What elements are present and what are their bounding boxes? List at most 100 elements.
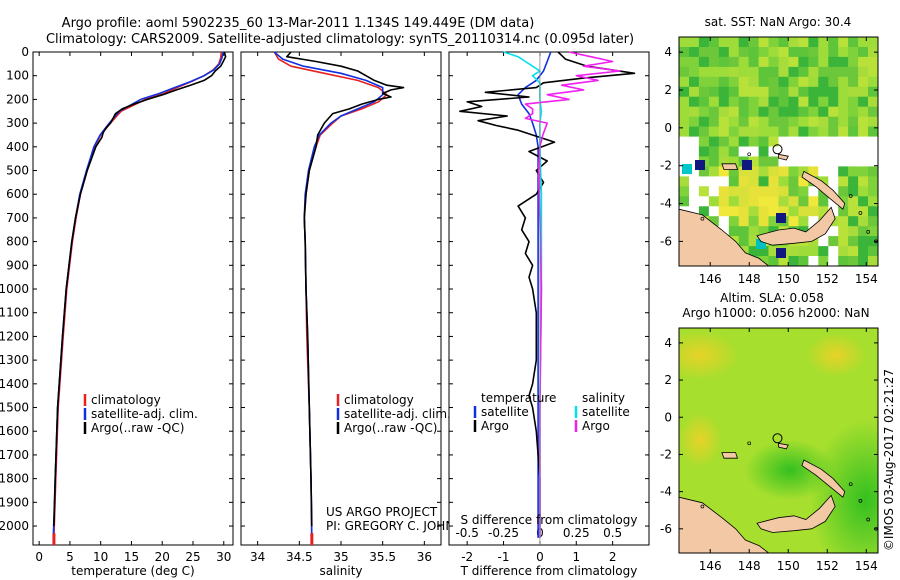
x-tick-label: 35	[333, 550, 348, 564]
sst-pixel	[728, 47, 740, 58]
sst-pixel	[778, 256, 789, 267]
sla-low-blob	[745, 440, 835, 500]
sst-pixel	[838, 166, 849, 177]
t-difference-label: T difference from climatology	[460, 564, 638, 578]
sst-pixel	[778, 166, 789, 177]
sst-pixel	[748, 47, 759, 58]
sst-pixel	[838, 136, 849, 148]
map-y-tick-label: -6	[660, 234, 672, 248]
map-y-tick-label: 2	[664, 373, 672, 387]
sst-pixel	[689, 37, 700, 48]
project-credit: US ARGO PROJECT	[326, 505, 438, 519]
sst-pixel	[828, 146, 839, 157]
sst-pixel	[868, 196, 879, 207]
sst-pixel	[848, 196, 859, 207]
sst-pixel	[708, 196, 720, 207]
legend-label: satellite-adj. clim.	[344, 407, 451, 421]
sst-pixel	[758, 206, 769, 217]
sst-pixel	[758, 166, 769, 177]
sla-map-title-line2: Argo h1000: 0.056 h2000: NaN	[682, 306, 869, 320]
sst-pixel	[858, 47, 869, 58]
sst-pixel	[768, 176, 779, 187]
sst-pixel	[828, 256, 839, 267]
sst-pixel	[858, 136, 869, 148]
sst-pixel	[868, 166, 879, 177]
sst-pixel	[788, 76, 799, 88]
map-y-tick-label: 0	[664, 410, 672, 424]
sst-pixel	[758, 246, 769, 257]
sst-pixel	[718, 206, 730, 217]
sst-pixel	[808, 256, 819, 267]
sst-pixel	[798, 116, 809, 128]
sst-pixel	[868, 106, 879, 118]
sst-pixel	[838, 126, 849, 138]
sst-pixel	[748, 176, 759, 187]
sst-pixel	[828, 37, 839, 48]
map-y-tick-label: 4	[664, 45, 672, 59]
sst-pixel	[818, 156, 829, 167]
sst-pixel	[798, 66, 809, 78]
figure-title-line1: Argo profile: aoml 5902235_60 13-Mar-201…	[62, 16, 535, 31]
sst-pixel	[858, 176, 869, 187]
sst-pixel	[718, 176, 730, 187]
sst-pixel	[728, 206, 740, 217]
sst-pixel	[798, 156, 809, 167]
sst-pixel	[708, 206, 720, 217]
islet	[848, 482, 853, 487]
sst-pixel	[868, 176, 879, 187]
sst-pixel	[788, 246, 799, 257]
sst-pixel	[838, 226, 849, 237]
sst-pixel	[868, 186, 879, 197]
sst-pixel	[808, 186, 819, 197]
sst-pixel	[758, 116, 769, 128]
legend-label: Argo	[582, 419, 610, 433]
sla-high-blob	[806, 333, 866, 377]
sst-pixel	[868, 256, 879, 267]
sst-pixel	[768, 76, 779, 88]
sst-pixel	[808, 96, 819, 108]
sst-pixel	[808, 126, 819, 138]
sst-pixel	[798, 106, 809, 118]
map-y-tick-label: 0	[664, 121, 672, 135]
sst-pixel	[798, 136, 809, 148]
sst-pixel	[818, 206, 829, 217]
sst-pixel	[748, 186, 759, 197]
sst-pixel	[798, 96, 809, 108]
sst-pixel	[758, 256, 769, 267]
sst-pixel	[798, 37, 809, 48]
sst-pixel	[718, 146, 730, 157]
depth-tick-label: 1000	[0, 282, 29, 296]
sst-pixel	[848, 76, 859, 88]
map-y-tick-label: 2	[664, 83, 672, 97]
depth-tick-label: 400	[6, 140, 29, 154]
sst-pixel	[679, 96, 690, 108]
sst-pixel	[689, 196, 700, 207]
sst-pixel	[798, 47, 809, 58]
sst-pixel	[698, 176, 710, 187]
sst-pixel	[778, 66, 789, 78]
depth-tick-label: 700	[6, 211, 29, 225]
x-tick-label: -2	[461, 550, 473, 564]
sst-pixel-anomaly	[776, 248, 786, 258]
map-x-tick-label: 150	[777, 272, 800, 286]
sst-pixel	[778, 116, 789, 128]
sst-pixel	[758, 176, 769, 187]
sst-pixel	[838, 86, 849, 98]
sst-pixel	[718, 156, 730, 167]
sla-map-frame	[678, 327, 879, 554]
sst-pixel	[728, 226, 740, 237]
sst-pixel	[808, 37, 819, 48]
sst-pixel	[818, 246, 829, 257]
legend-label: climatology	[344, 393, 414, 407]
s-tick-label: 0.25	[563, 526, 590, 540]
sst-pixel	[788, 166, 799, 177]
sst-pixel	[718, 56, 730, 68]
sst-pixel	[748, 86, 759, 98]
sst-pixel	[698, 136, 710, 148]
sst-pixel	[798, 126, 809, 138]
sst-pixel	[798, 256, 809, 267]
sst-pixel	[818, 236, 829, 247]
sst-pixel	[718, 96, 730, 108]
map-x-tick-label: 146	[699, 559, 722, 573]
sst-pixel	[708, 126, 720, 138]
